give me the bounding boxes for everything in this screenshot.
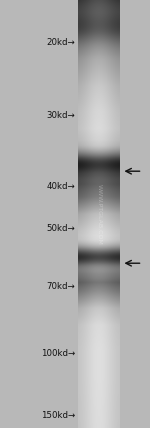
Text: 30kd→: 30kd→ <box>46 111 75 120</box>
Text: 150kd→: 150kd→ <box>41 410 75 420</box>
Text: 70kd→: 70kd→ <box>46 282 75 291</box>
Text: 50kd→: 50kd→ <box>46 224 75 234</box>
Text: WWW.PTGLAB.COM: WWW.PTGLAB.COM <box>96 184 102 244</box>
Text: 100kd→: 100kd→ <box>41 348 75 358</box>
Text: 20kd→: 20kd→ <box>46 38 75 48</box>
Text: 40kd→: 40kd→ <box>46 181 75 191</box>
